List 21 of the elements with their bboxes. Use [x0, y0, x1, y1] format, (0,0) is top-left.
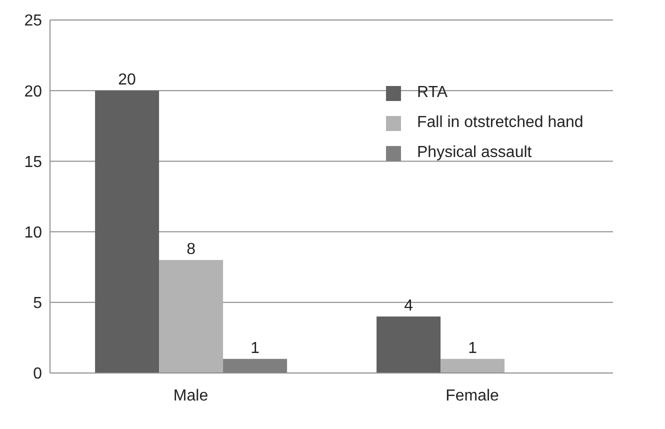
data-label: 8 — [186, 241, 196, 258]
y-tick-label: 0 — [33, 366, 42, 383]
y-tick-label: 10 — [24, 224, 42, 242]
y-tick-label: 5 — [33, 295, 42, 312]
bar — [95, 90, 160, 373]
x-tick-label: Female — [446, 387, 500, 404]
bar — [159, 260, 224, 373]
y-tick-label: 25 — [24, 12, 42, 30]
data-label: 20 — [118, 72, 136, 89]
legend-label: RTA — [417, 84, 448, 102]
y-tick-label: 20 — [24, 83, 42, 100]
legend-label: Fall in otstretched hand — [417, 114, 584, 132]
y-tick-label: 15 — [24, 154, 42, 171]
data-label: 4 — [404, 298, 414, 315]
data-label: 1 — [468, 340, 478, 357]
legend-label: Physical assault — [417, 144, 532, 162]
bar — [376, 316, 441, 373]
bar — [440, 358, 505, 373]
data-label: 1 — [250, 340, 260, 357]
x-tick-label: Male — [173, 387, 208, 404]
bar — [223, 358, 288, 373]
